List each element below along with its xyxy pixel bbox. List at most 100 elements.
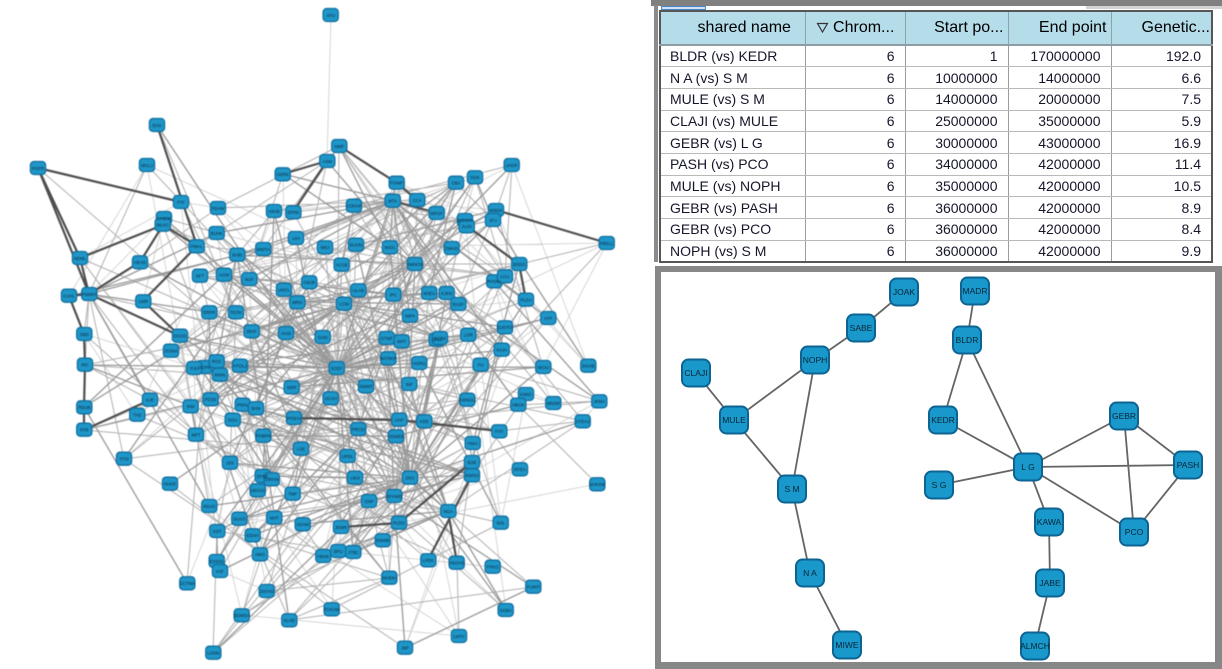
- svg-text:HTF: HTF: [544, 316, 553, 321]
- svg-text:HGMEB: HGMEB: [388, 434, 404, 439]
- svg-text:PFDHA: PFDHA: [287, 416, 302, 421]
- svg-text:KDT: KDT: [213, 529, 222, 534]
- svg-text:MHDKI: MHDKI: [382, 576, 396, 581]
- svg-text:NGA: NGA: [444, 509, 453, 514]
- svg-text:RHSKL: RHSKL: [487, 279, 502, 284]
- svg-text:FFR: FFR: [80, 428, 88, 433]
- svg-text:AWG: AWG: [255, 552, 266, 557]
- svg-text:N A: N A: [803, 568, 817, 578]
- svg-text:CBA: CBA: [452, 181, 461, 186]
- svg-text:LSE: LSE: [297, 447, 305, 452]
- svg-text:NHKSW: NHKSW: [589, 482, 606, 487]
- svg-text:BSDG: BSDG: [513, 262, 526, 267]
- svg-text:WFF: WFF: [397, 339, 407, 344]
- svg-text:PBELL: PBELL: [600, 241, 614, 246]
- svg-text:WBDK: WBDK: [490, 208, 503, 213]
- svg-text:MULE: MULE: [722, 415, 746, 425]
- svg-text:EMWB: EMWB: [376, 538, 390, 543]
- svg-text:KJKN: KJKN: [441, 291, 452, 296]
- svg-text:ACCB: ACCB: [336, 263, 348, 268]
- svg-text:IJDRK: IJDRK: [276, 172, 289, 177]
- svg-text:PLDG: PLDG: [393, 521, 405, 526]
- svg-text:HEAD: HEAD: [134, 260, 146, 265]
- svg-text:ROC: ROC: [212, 359, 222, 364]
- svg-text:AWNOS: AWNOS: [407, 262, 423, 267]
- svg-text:JSSNA: JSSNA: [164, 349, 178, 354]
- svg-text:FIJ: FIJ: [478, 363, 484, 368]
- svg-text:FUIKP: FUIKP: [527, 585, 540, 590]
- svg-text:IPC: IPC: [390, 293, 397, 298]
- svg-text:KWIO: KWIO: [520, 392, 532, 397]
- svg-text:OGK: OGK: [470, 175, 480, 180]
- svg-text:LMJI: LMJI: [350, 476, 359, 481]
- svg-text:JKMA: JKMA: [594, 399, 606, 404]
- svg-text:ULAB: ULAB: [353, 288, 364, 293]
- svg-text:WFGF: WFGF: [430, 211, 443, 216]
- svg-text:DOJ: DOJ: [406, 476, 415, 481]
- svg-text:MJL: MJL: [497, 521, 506, 526]
- svg-text:DLKO: DLKO: [233, 517, 245, 522]
- svg-text:FHT: FHT: [495, 429, 504, 434]
- svg-text:POBPK: POBPK: [256, 434, 271, 439]
- svg-text:PLGA: PLGA: [520, 298, 532, 303]
- svg-text:PDSS: PDSS: [205, 397, 217, 402]
- svg-text:MRG: MRG: [292, 300, 303, 305]
- svg-text:GTMF: GTMF: [381, 336, 394, 341]
- svg-text:MFT: MFT: [192, 433, 201, 438]
- svg-text:RASF: RASF: [453, 302, 465, 307]
- svg-text:JBP: JBP: [401, 646, 409, 651]
- svg-text:MTA: MTA: [388, 199, 397, 204]
- svg-text:FOWP: FOWP: [390, 181, 403, 186]
- svg-text:HIKIB: HIKIB: [268, 209, 279, 214]
- svg-text:BGWDA: BGWDA: [234, 613, 250, 618]
- svg-text:UCAH: UCAH: [325, 396, 337, 401]
- svg-text:CFEAJ: CFEAJ: [576, 419, 590, 424]
- svg-text:PJH: PJH: [190, 366, 198, 371]
- svg-text:LSDM: LSDM: [207, 651, 219, 656]
- svg-text:SLHD: SLHD: [284, 618, 295, 623]
- svg-text:KDE: KDE: [420, 419, 429, 424]
- svg-text:UMR: UMR: [138, 299, 148, 304]
- svg-text:WJF: WJF: [245, 277, 254, 282]
- svg-text:DGHB: DGHB: [582, 364, 595, 369]
- svg-text:EDAH: EDAH: [247, 533, 259, 538]
- svg-text:SCEF: SCEF: [331, 366, 343, 371]
- svg-text:LAJLM: LAJLM: [157, 216, 171, 221]
- svg-text:MAT: MAT: [270, 516, 279, 521]
- svg-text:NDR: NDR: [287, 385, 296, 390]
- svg-text:HGRG: HGRG: [413, 361, 427, 366]
- svg-text:DGOS: DGOS: [174, 334, 187, 339]
- svg-text:INF: INF: [406, 382, 413, 387]
- svg-text:AFU: AFU: [326, 13, 335, 18]
- svg-text:NEML: NEML: [74, 256, 87, 261]
- svg-text:GOD: GOD: [318, 335, 328, 340]
- svg-text:BABI: BABI: [232, 253, 242, 258]
- svg-text:UHOF: UHOF: [506, 163, 519, 168]
- svg-text:TCKUW: TCKUW: [324, 607, 341, 612]
- svg-text:AIAD: AIAD: [281, 331, 291, 336]
- svg-text:DMAD: DMAD: [445, 246, 458, 251]
- svg-text:OIRHN: OIRHN: [265, 477, 279, 482]
- svg-text:PASH: PASH: [1177, 460, 1200, 470]
- svg-text:HNIA: HNIA: [468, 441, 478, 446]
- svg-text:BUON: BUON: [350, 243, 362, 248]
- svg-text:JSFHO: JSFHO: [260, 589, 275, 594]
- svg-text:KWSU: KWSU: [466, 473, 479, 478]
- svg-text:MADR: MADR: [962, 286, 987, 296]
- svg-text:MWN: MWN: [215, 373, 226, 378]
- svg-text:MLKC: MLKC: [157, 223, 169, 228]
- svg-text:MSJ: MSJ: [321, 245, 330, 250]
- svg-text:NIGC: NIGC: [385, 245, 396, 250]
- svg-text:JTBC: JTBC: [348, 550, 359, 555]
- svg-text:IRC: IRC: [81, 363, 88, 368]
- svg-text:TMF: TMF: [288, 492, 297, 497]
- svg-text:PNMNT: PNMNT: [82, 292, 98, 297]
- svg-text:UPDL: UPDL: [342, 454, 354, 459]
- svg-text:KEDR: KEDR: [931, 415, 955, 425]
- svg-text:NOPH: NOPH: [803, 355, 828, 365]
- svg-text:EFNE: EFNE: [257, 474, 269, 479]
- svg-text:UNCL: UNCL: [278, 288, 290, 293]
- svg-text:HSGHS: HSGHS: [449, 561, 464, 566]
- svg-text:UBGSC: UBGSC: [250, 488, 265, 493]
- svg-text:JSS: JSS: [226, 461, 234, 466]
